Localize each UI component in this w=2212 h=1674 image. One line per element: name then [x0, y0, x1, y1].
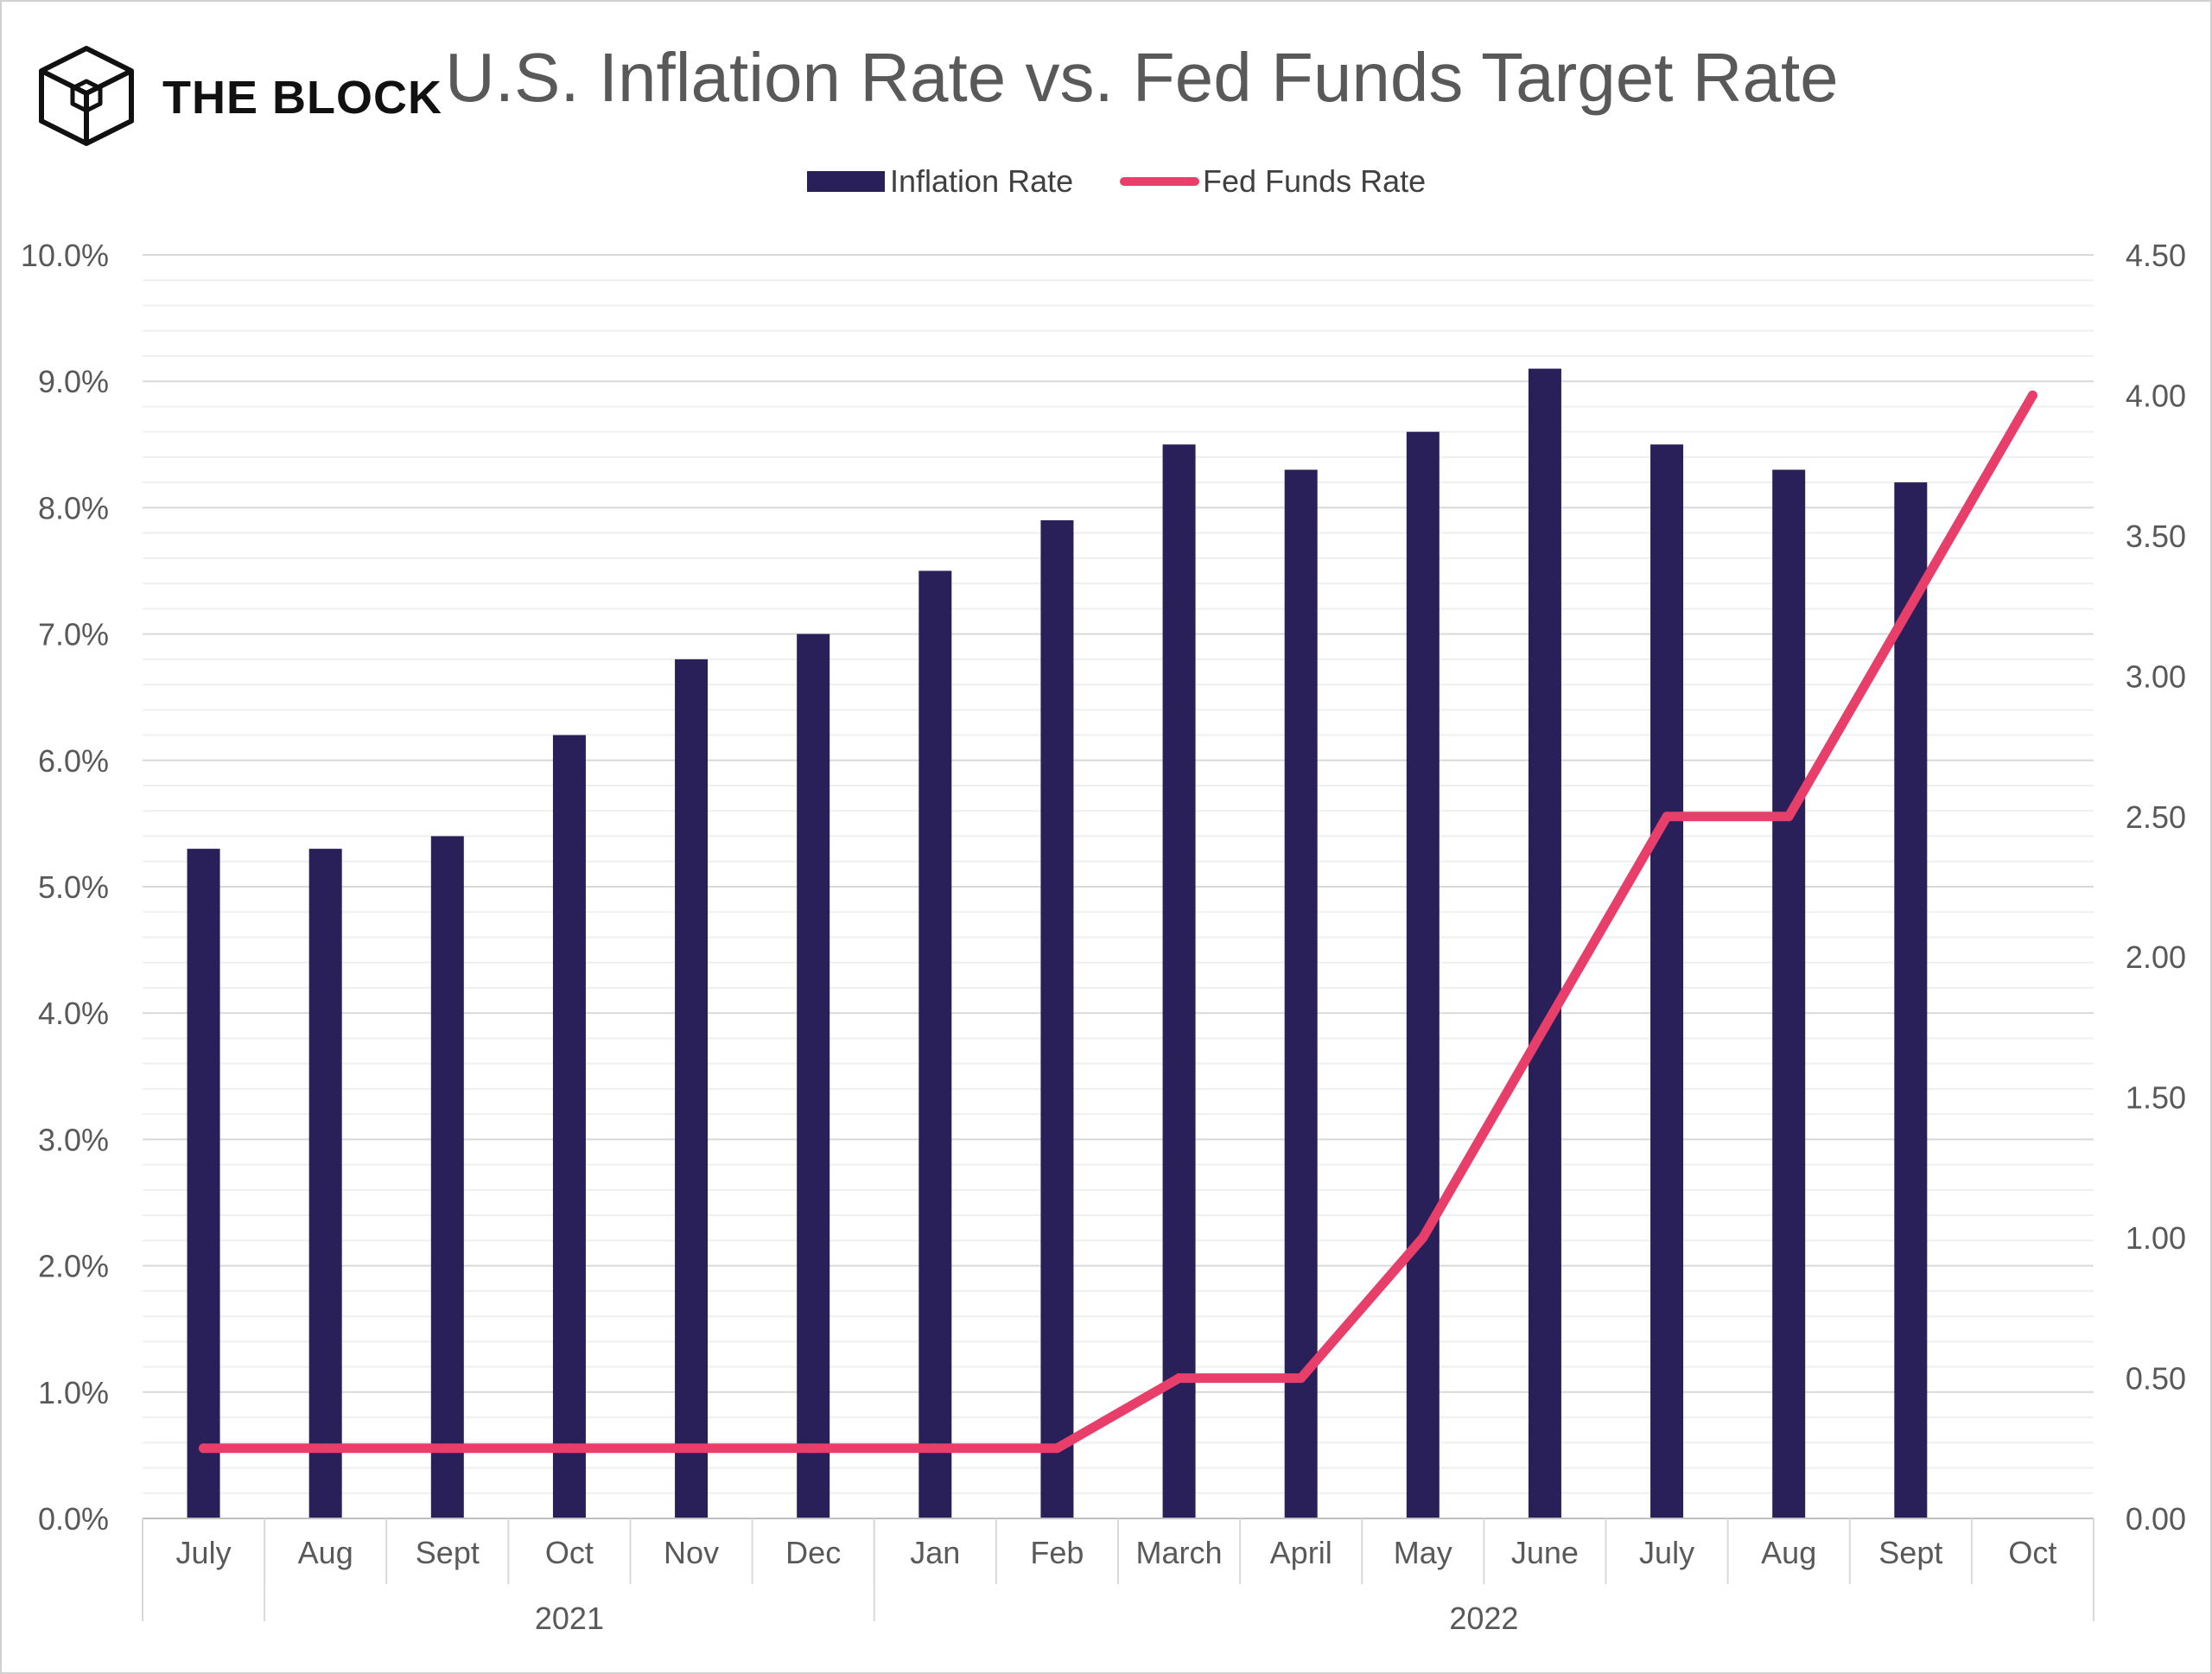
point-fed-funds-rate: [321, 1443, 331, 1454]
point-fed-funds-rate: [1905, 601, 1916, 611]
y-left-tick-label: 8.0%: [38, 490, 109, 525]
bar-inflation-rate: [187, 849, 220, 1518]
bar-inflation-rate: [308, 849, 342, 1518]
x-tick-label: Aug: [1761, 1535, 1816, 1570]
x-tick-label: Dec: [785, 1535, 841, 1570]
point-fed-funds-rate: [1540, 1022, 1550, 1032]
chart-legend: Inflation Rate Fed Funds Rate: [0, 161, 2212, 202]
y-right-tick-label: 3.50: [2126, 519, 2186, 554]
chart-title: U.S. Inflation Rate vs. Fed Funds Target…: [445, 39, 1839, 116]
y-right-tick-label: 0.00: [2126, 1501, 2186, 1537]
point-fed-funds-rate: [930, 1443, 940, 1454]
y-left-tick-label: 10.0%: [21, 238, 109, 273]
x-tick-label: Oct: [545, 1535, 594, 1570]
bar-inflation-rate: [1284, 469, 1318, 1518]
x-tick-label: Nov: [664, 1535, 719, 1570]
x-group-label: 2021: [535, 1601, 604, 1636]
bar-inflation-rate: [675, 659, 709, 1518]
y-left-tick-label: 3.0%: [38, 1122, 109, 1157]
point-fed-funds-rate: [1418, 1232, 1428, 1243]
bar-inflation-rate: [552, 735, 586, 1518]
bar-inflation-rate: [430, 836, 464, 1518]
legend-item-inflation: Inflation Rate: [807, 161, 1073, 202]
x-tick-label: April: [1270, 1535, 1332, 1570]
legend-label-fed-funds: Fed Funds Rate: [1203, 163, 1427, 199]
x-tick-label: Sept: [416, 1535, 480, 1570]
y-left-tick-label: 2.0%: [38, 1249, 109, 1284]
point-fed-funds-rate: [1783, 812, 1794, 822]
y-right-tick-label: 1.50: [2126, 1080, 2186, 1116]
x-tick-label: Sept: [1878, 1535, 1942, 1570]
line-fed-funds-rate: [199, 390, 2037, 1454]
y-right-tick-label: 0.50: [2126, 1361, 2186, 1397]
legend-swatch-bar: [807, 171, 885, 192]
x-tick-label: July: [176, 1535, 232, 1570]
x-group-label: 2022: [1449, 1601, 1518, 1636]
brand-name: THE BLOCK: [162, 72, 442, 124]
legend-label-inflation: Inflation Rate: [890, 163, 1074, 199]
point-fed-funds-rate: [442, 1443, 453, 1454]
bar-inflation-rate: [1894, 482, 1928, 1519]
x-tick-label: June: [1511, 1535, 1579, 1570]
legend-swatch-line: [1120, 177, 1199, 186]
point-fed-funds-rate: [1174, 1373, 1185, 1384]
bar-inflation-rate: [918, 570, 952, 1518]
y-left-tick-label: 0.0%: [38, 1501, 109, 1537]
bar-inflation-rate: [1040, 520, 1074, 1518]
y-left-tick-label: 1.0%: [38, 1375, 109, 1410]
y-right-tick-label: 3.00: [2126, 659, 2186, 694]
point-fed-funds-rate: [686, 1443, 696, 1454]
bar-inflation-rate: [1650, 444, 1684, 1518]
point-fed-funds-rate: [2027, 390, 2037, 400]
x-tick-label: Feb: [1030, 1535, 1084, 1570]
bar-inflation-rate: [1406, 431, 1440, 1519]
bar-inflation-rate: [1528, 368, 1561, 1519]
y-left-tick-label: 4.0%: [38, 996, 109, 1031]
bar-inflation-rate: [797, 633, 830, 1518]
y-right-tick-label: 4.50: [2126, 238, 2186, 273]
bar-inflation-rate: [1162, 444, 1196, 1518]
isometric-cube-icon: [39, 46, 134, 146]
x-tick-label: Aug: [298, 1535, 353, 1570]
x-tick-label: Jan: [910, 1535, 960, 1570]
y-left-tick-label: 5.0%: [38, 869, 109, 905]
y-left-tick-label: 6.0%: [38, 743, 109, 779]
y-right-tick-label: 2.50: [2126, 799, 2186, 835]
y-right-tick-label: 4.00: [2126, 378, 2186, 413]
x-tick-label: March: [1136, 1535, 1223, 1570]
y-right-tick-label: 1.00: [2126, 1220, 2186, 1256]
x-tick-label: July: [1639, 1535, 1694, 1570]
bar-inflation-rate: [1772, 469, 1806, 1518]
y-right-tick-label: 2.00: [2126, 939, 2186, 975]
point-fed-funds-rate: [1296, 1373, 1306, 1384]
point-fed-funds-rate: [1052, 1443, 1062, 1454]
y-left-tick-label: 7.0%: [38, 617, 109, 652]
x-tick-label: May: [1394, 1535, 1452, 1570]
point-fed-funds-rate: [1662, 812, 1672, 822]
point-fed-funds-rate: [808, 1443, 818, 1454]
point-fed-funds-rate: [564, 1443, 575, 1454]
x-tick-label: Oct: [2008, 1535, 2056, 1570]
legend-item-fed-funds: Fed Funds Rate: [1120, 161, 1426, 202]
y-left-tick-label: 9.0%: [38, 364, 109, 399]
point-fed-funds-rate: [199, 1443, 209, 1454]
